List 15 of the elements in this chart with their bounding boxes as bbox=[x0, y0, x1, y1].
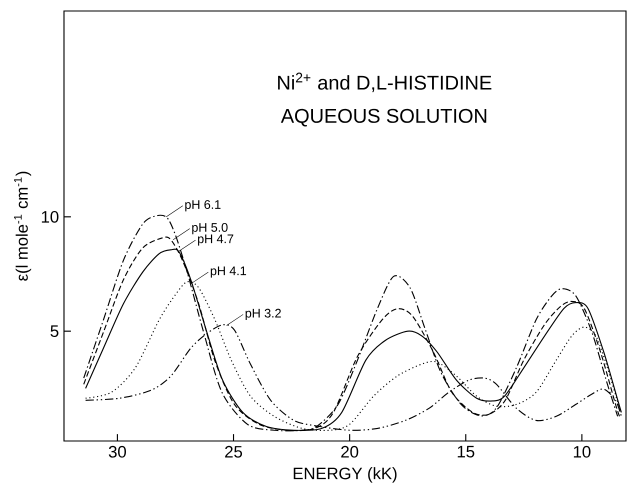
annotation: pH 4.7 bbox=[198, 234, 234, 246]
annotation: pH 3.2 bbox=[246, 308, 281, 320]
x-tick-label: 15 bbox=[458, 446, 474, 458]
annotation: pH 5.0 bbox=[192, 223, 228, 234]
y-axis-title: ε(l mole$^{-1}$ cm$^{-1}$) bbox=[14, 172, 32, 281]
text: Ni$^{2+}$ and D,L-HISTIDINE bbox=[278, 72, 492, 92]
text: AQUEOUS SOLUTION bbox=[280, 108, 486, 126]
x-tick-label: 20 bbox=[341, 446, 358, 458]
x-axis-title: ENERGY (kK) bbox=[294, 467, 397, 483]
x-tick-label: 30 bbox=[108, 446, 126, 458]
annotation: pH 4.1 bbox=[210, 266, 246, 278]
x-tick-label: 10 bbox=[574, 446, 590, 458]
y-tick-label: 5 bbox=[50, 325, 58, 337]
x-tick-label: 25 bbox=[225, 446, 242, 458]
annotation: pH 6.1 bbox=[185, 200, 221, 212]
